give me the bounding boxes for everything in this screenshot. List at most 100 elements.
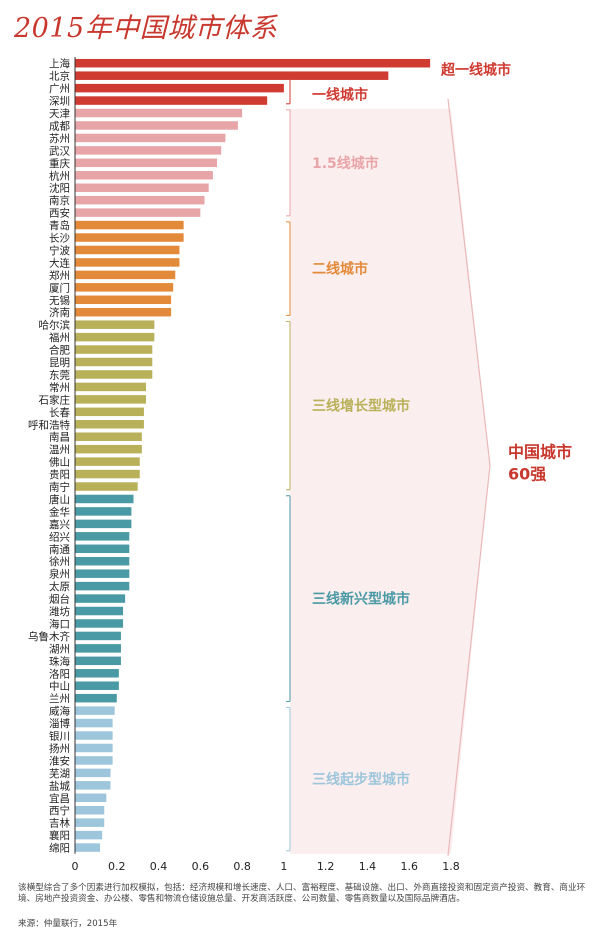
category-label: 天津 xyxy=(49,108,70,120)
category-label: 盐城 xyxy=(49,779,70,792)
bar-扬州 xyxy=(75,743,113,753)
bar-西宁 xyxy=(75,805,105,815)
category-label: 贵阳 xyxy=(49,468,70,481)
bar-佛山 xyxy=(75,457,140,466)
bar-天津 xyxy=(75,108,243,118)
category-label: 烟台 xyxy=(49,593,70,606)
category-label: 温州 xyxy=(49,444,70,456)
category-label: 西安 xyxy=(49,207,70,220)
bar-金华 xyxy=(75,507,132,516)
category-label: 福州 xyxy=(49,331,70,344)
category-label: 淄博 xyxy=(49,717,70,730)
x-tick-label: 1.6 xyxy=(400,860,418,873)
bar-潍坊 xyxy=(75,606,124,616)
category-label: 珠海 xyxy=(49,655,70,668)
category-label: 郑州 xyxy=(49,269,70,282)
x-tick-label: 1.8 xyxy=(442,860,460,873)
tier-label: 一线城市 xyxy=(312,86,368,103)
tier-label: 三线起步型城市 xyxy=(312,771,410,788)
category-label: 绵阳 xyxy=(49,842,70,855)
bar-厦门 xyxy=(75,283,174,292)
category-label: 上海 xyxy=(49,57,70,70)
bar-东莞 xyxy=(75,370,153,379)
category-label: 太原 xyxy=(49,580,70,593)
bar-济南 xyxy=(75,307,172,317)
category-label: 威海 xyxy=(49,705,70,718)
category-label: 长春 xyxy=(49,407,70,419)
category-label: 嘉兴 xyxy=(49,518,70,531)
top60-wedge-outline xyxy=(447,98,491,856)
bar-乌鲁木齐 xyxy=(75,631,121,641)
category-label: 成都 xyxy=(49,120,70,132)
bar-青岛 xyxy=(75,220,184,230)
category-label: 深圳 xyxy=(49,96,70,108)
category-label: 合肥 xyxy=(49,344,70,357)
bar-沈阳 xyxy=(75,183,209,192)
category-label: 石家庄 xyxy=(39,393,71,406)
category-label: 无锡 xyxy=(49,294,70,307)
category-label: 湖州 xyxy=(49,643,70,655)
bar-南京 xyxy=(75,195,205,205)
bar-温州 xyxy=(75,444,142,454)
category-label: 佛山 xyxy=(49,456,70,469)
x-tick-label: 1 xyxy=(280,860,287,873)
bar-太原 xyxy=(75,581,130,591)
category-label: 广州 xyxy=(49,83,70,95)
bar-宁波 xyxy=(75,245,180,255)
bar-嘉兴 xyxy=(75,519,132,529)
bar-唐山 xyxy=(75,494,134,504)
page-title: 2015年中国城市体系 xyxy=(14,13,278,44)
bar-深圳 xyxy=(75,96,268,105)
bar-中山 xyxy=(75,681,119,690)
bar-长春 xyxy=(75,407,144,417)
category-label: 西宁 xyxy=(49,804,70,817)
category-label: 兰州 xyxy=(49,692,70,705)
bar-烟台 xyxy=(75,594,126,603)
bar-南通 xyxy=(75,544,130,554)
category-label: 扬州 xyxy=(49,742,70,755)
bar-成都 xyxy=(75,121,238,130)
bar-昆明 xyxy=(75,357,153,367)
category-label: 潍坊 xyxy=(49,605,70,618)
top60-wedge-fill xyxy=(290,108,490,854)
bar-南宁 xyxy=(75,482,138,491)
x-tick-label: 1.2 xyxy=(317,860,335,873)
bar-呼和浩特 xyxy=(75,420,144,429)
bar-绵阳 xyxy=(75,843,101,852)
bar-福州 xyxy=(75,332,155,342)
bar-合肥 xyxy=(75,345,153,354)
category-label: 武汉 xyxy=(49,144,70,157)
top60-label-line2: 60强 xyxy=(508,464,546,483)
x-tick-label: 0.6 xyxy=(192,860,210,873)
bar-洛阳 xyxy=(75,669,119,678)
bar-北京 xyxy=(75,71,389,80)
footnote: 该横型综合了多个因素进行加权模拟，包括：经济规模和增长速度、人口、富裕程度、基础… xyxy=(18,883,586,904)
category-label: 芜湖 xyxy=(49,767,70,780)
bar-贵阳 xyxy=(75,469,140,479)
bar-无锡 xyxy=(75,295,172,305)
x-tick-label: 0.4 xyxy=(150,860,168,873)
city-tier-bar-chart: 上海北京广州深圳天津成都苏州武汉重庆杭州沈阳南京西安青岛长沙宁波大连郑州厦门无锡… xyxy=(28,57,572,873)
bar-泉州 xyxy=(75,569,130,578)
category-label: 宁波 xyxy=(49,244,70,257)
category-label: 海口 xyxy=(49,617,70,630)
bar-襄阳 xyxy=(75,830,103,840)
category-label: 常州 xyxy=(49,381,70,394)
tier-label: 1.5线城市 xyxy=(312,155,379,172)
category-label: 绍兴 xyxy=(49,530,70,543)
category-label: 济南 xyxy=(49,306,70,319)
bar-徐州 xyxy=(75,556,130,566)
bar-芜湖 xyxy=(75,768,111,778)
bar-威海 xyxy=(75,706,115,715)
bar-海口 xyxy=(75,619,124,628)
category-label: 东莞 xyxy=(49,368,70,381)
category-label: 呼和浩特 xyxy=(28,419,70,431)
bar-武汉 xyxy=(75,146,222,155)
bar-西安 xyxy=(75,208,201,217)
category-label: 吉林 xyxy=(49,817,70,830)
category-label: 北京 xyxy=(49,70,70,83)
x-tick-label: 0.2 xyxy=(108,860,126,873)
bar-上海 xyxy=(75,58,431,68)
category-label: 大连 xyxy=(49,256,70,269)
x-tick-label: 0.8 xyxy=(233,860,251,873)
